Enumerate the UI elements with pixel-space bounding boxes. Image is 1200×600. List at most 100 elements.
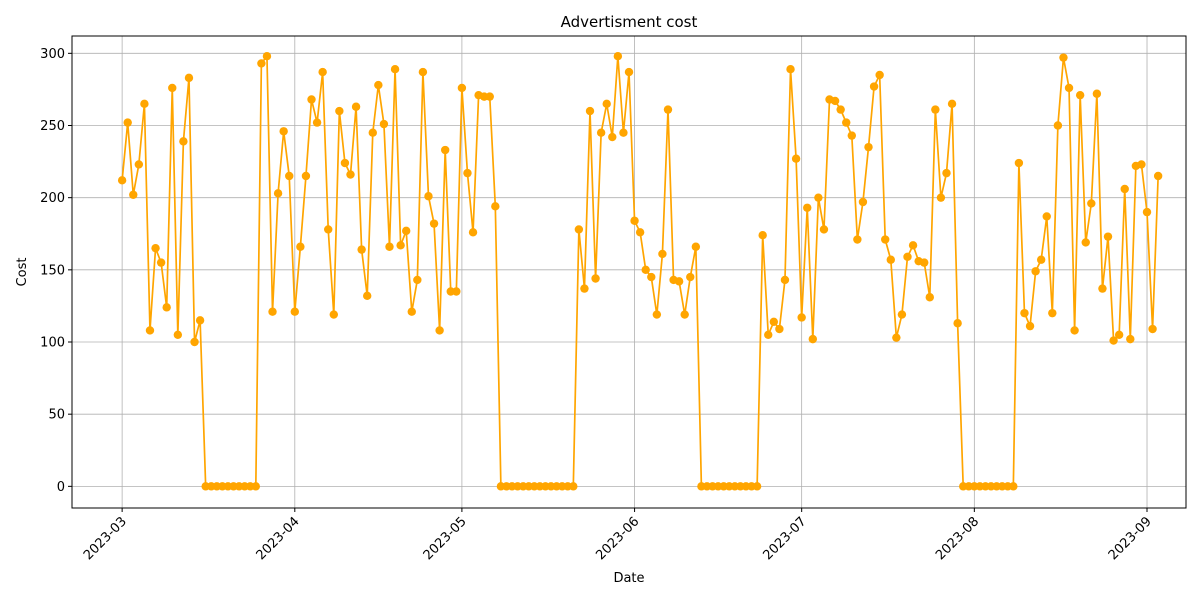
data-point	[340, 158, 350, 168]
data-point	[418, 67, 428, 77]
data-point	[491, 202, 500, 211]
data-point	[1081, 238, 1090, 247]
data-point	[429, 219, 439, 228]
data-point	[307, 95, 316, 104]
data-point	[602, 99, 611, 109]
data-point	[897, 310, 907, 319]
data-point	[463, 168, 472, 178]
data-point	[780, 275, 790, 285]
data-point	[385, 242, 394, 251]
data-point	[396, 241, 405, 250]
data-point	[758, 230, 767, 240]
data-point	[257, 59, 266, 68]
data-point	[335, 106, 344, 116]
data-point	[285, 171, 294, 181]
data-point	[864, 142, 873, 152]
data-point	[892, 333, 901, 342]
data-point	[869, 82, 879, 91]
data-point	[1098, 284, 1107, 293]
data-point	[151, 243, 160, 253]
data-point	[485, 92, 494, 101]
data-point	[452, 287, 461, 296]
data-point	[1126, 334, 1135, 344]
data-point	[858, 197, 868, 207]
data-point	[658, 249, 667, 259]
data-point	[808, 334, 818, 344]
data-point	[624, 67, 634, 77]
data-point	[173, 330, 183, 339]
data-point	[585, 106, 595, 116]
data-point	[262, 52, 272, 61]
data-point	[184, 73, 194, 83]
data-point	[1153, 171, 1163, 181]
data-point	[312, 118, 322, 127]
data-point	[635, 228, 645, 237]
data-point	[936, 193, 946, 202]
data-point	[925, 293, 934, 302]
data-point	[836, 105, 845, 114]
data-point	[574, 225, 584, 234]
data-point	[379, 119, 389, 129]
data-point	[273, 189, 283, 198]
data-point	[641, 265, 650, 275]
data-point	[134, 160, 144, 169]
data-point	[1020, 308, 1029, 318]
data-point	[663, 105, 673, 114]
data-point	[908, 241, 918, 250]
x-axis-label: Date	[613, 571, 644, 586]
data-point	[374, 80, 383, 90]
data-point	[680, 310, 689, 319]
data-point	[357, 245, 366, 254]
data-point	[117, 176, 127, 185]
data-point	[903, 252, 912, 262]
data-point	[413, 275, 422, 285]
data-point	[318, 67, 327, 77]
data-point	[145, 326, 155, 335]
data-point	[1109, 336, 1118, 345]
data-point	[842, 118, 851, 127]
data-point	[947, 99, 957, 109]
y-tick-label: 50	[48, 408, 65, 423]
data-point	[168, 83, 177, 93]
data-point	[179, 137, 188, 146]
data-series	[117, 52, 1163, 491]
data-point	[346, 170, 355, 179]
data-point	[402, 226, 411, 236]
data-point	[123, 118, 132, 127]
data-point	[424, 192, 433, 201]
data-point	[363, 291, 372, 301]
data-point	[931, 105, 940, 114]
data-point	[329, 310, 338, 319]
data-point	[814, 193, 823, 202]
data-point	[775, 324, 784, 334]
y-tick-label: 300	[40, 47, 65, 62]
data-point	[435, 326, 444, 335]
data-point	[791, 154, 801, 163]
data-point	[819, 225, 829, 234]
data-point	[752, 482, 762, 491]
data-point	[351, 102, 361, 111]
data-point	[786, 65, 795, 74]
data-point	[440, 145, 450, 155]
data-point	[251, 482, 261, 491]
data-point	[591, 274, 600, 283]
data-point	[881, 235, 890, 244]
data-point	[1142, 207, 1152, 217]
data-point	[156, 258, 166, 267]
data-point	[652, 310, 662, 319]
data-point	[296, 242, 305, 251]
data-point	[596, 128, 606, 137]
data-point	[853, 235, 862, 244]
data-point	[301, 171, 311, 181]
data-point	[1137, 160, 1146, 169]
data-point	[457, 83, 467, 93]
y-tick-label: 0	[57, 480, 65, 495]
data-point	[268, 307, 277, 316]
y-tick-label: 200	[40, 191, 65, 206]
chart-title: Advertisment cost	[561, 13, 698, 31]
grid-lines	[72, 36, 1186, 508]
data-point	[1103, 232, 1113, 241]
data-point	[279, 127, 288, 136]
data-point	[1025, 321, 1035, 331]
